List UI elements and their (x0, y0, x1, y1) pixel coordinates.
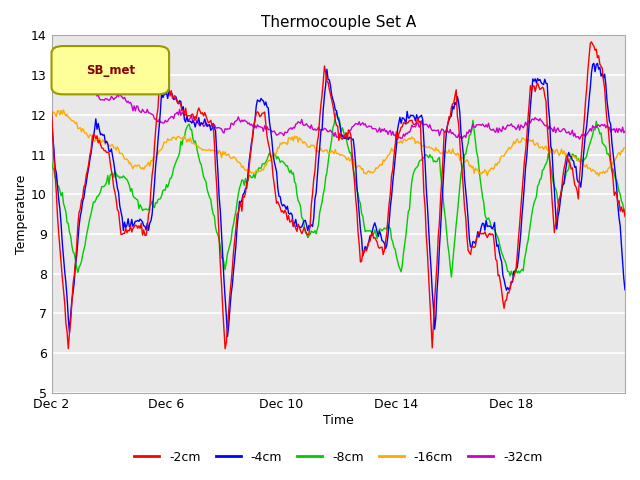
Text: SB_met: SB_met (86, 63, 135, 76)
Title: Thermocouple Set A: Thermocouple Set A (260, 15, 416, 30)
X-axis label: Time: Time (323, 414, 354, 427)
Legend: -2cm, -4cm, -8cm, -16cm, -32cm: -2cm, -4cm, -8cm, -16cm, -32cm (129, 446, 547, 468)
FancyBboxPatch shape (51, 46, 169, 95)
Y-axis label: Temperature: Temperature (15, 174, 28, 254)
